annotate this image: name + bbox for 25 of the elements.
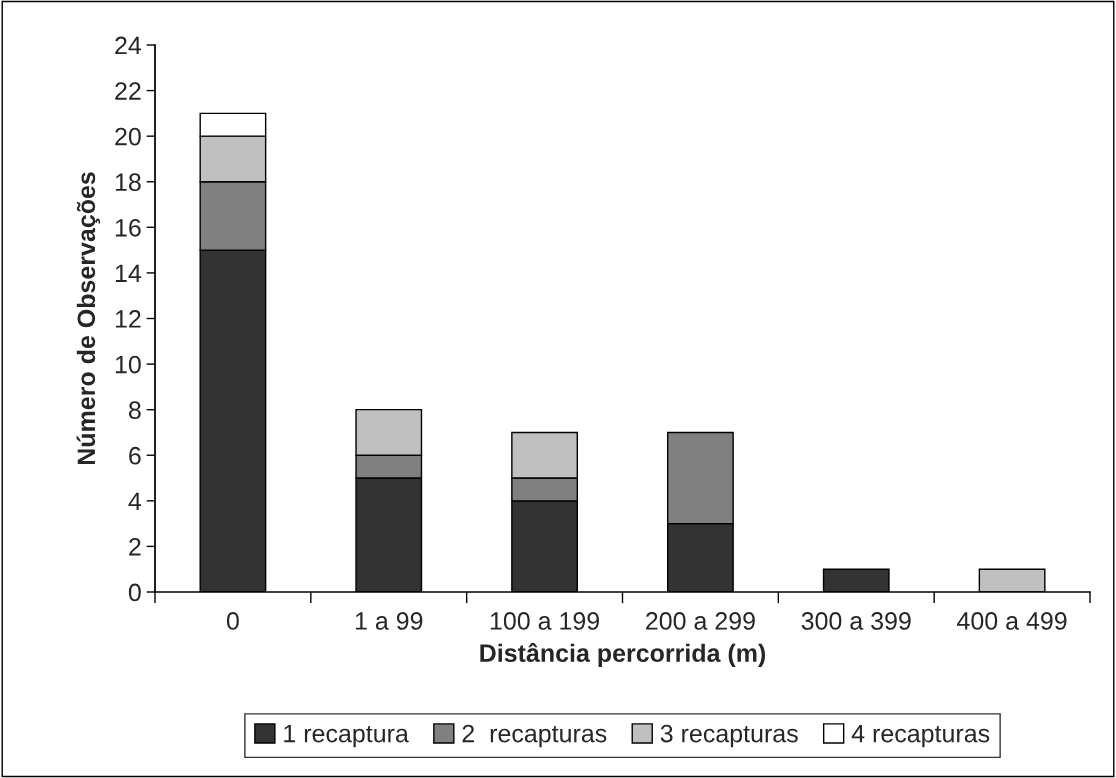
y-tick-label: 6	[129, 446, 141, 465]
y-tick-label: 18	[115, 173, 141, 192]
legend-label: 1 recaptura	[284, 724, 409, 748]
y-tick-label: 14	[115, 264, 142, 282]
y-tick-label: 0	[128, 583, 141, 602]
y-tick-label: 10	[115, 355, 141, 374]
y-tick-label: 16	[115, 218, 141, 237]
y-tick-label: 20	[115, 127, 141, 146]
x-tick-label: 1 a 99	[355, 612, 423, 630]
x-axis-title: Distância percorrida (m)	[480, 643, 766, 667]
y-tick-label: 24	[115, 36, 142, 55]
legend-label: 4 recapturas	[851, 724, 990, 748]
legend-label: 3 recapturas	[660, 724, 798, 748]
x-tick-label: 0	[226, 612, 239, 630]
x-tick-label: 300 a 399	[801, 612, 911, 630]
x-tick-label: 100 a 199	[490, 612, 600, 630]
y-tick-label: 12	[115, 310, 141, 328]
y-tick-label: 8	[128, 401, 141, 419]
y-tick-label: 4	[128, 492, 142, 510]
y-axis-title: Número de Observações	[76, 172, 101, 465]
x-tick-label: 200 a 299	[646, 612, 755, 630]
y-tick-label: 22	[115, 82, 141, 100]
legend-label: 2 recapturas	[462, 724, 607, 748]
x-tick-label: 400 a 499	[957, 612, 1067, 630]
y-tick-label: 2	[129, 538, 141, 556]
